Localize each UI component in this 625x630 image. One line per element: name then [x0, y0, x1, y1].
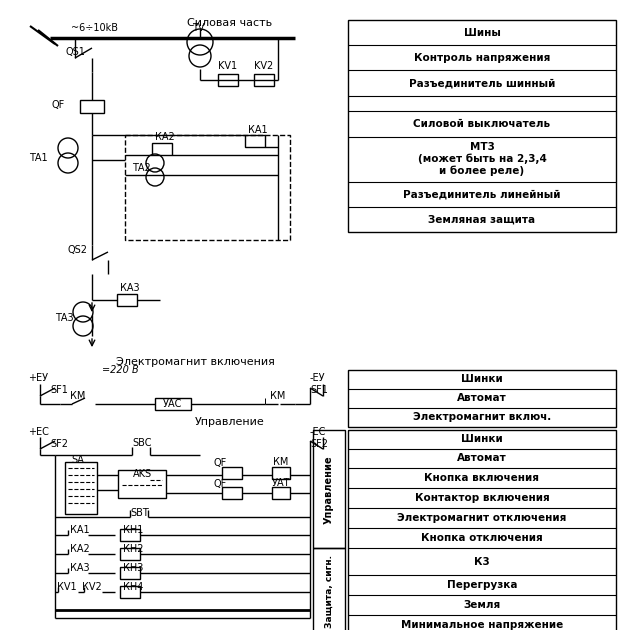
Bar [120, 567, 140, 579]
Bar [155, 398, 191, 410]
Text: КН1: КН1 [122, 525, 143, 535]
Text: ТА1: ТА1 [29, 153, 48, 163]
Text: Электромагнит отключения: Электромагнит отключения [398, 513, 567, 523]
Bar [118, 470, 166, 498]
Bar [65, 462, 97, 514]
Text: Автомат: Автомат [457, 454, 507, 463]
Text: Шинки: Шинки [461, 435, 503, 444]
Text: УАТ: УАТ [272, 478, 290, 488]
Text: QF: QF [213, 458, 226, 468]
Bar [125, 135, 290, 240]
Text: +ЕС: +ЕС [28, 427, 49, 437]
Text: QF: QF [52, 100, 65, 110]
Text: SF1: SF1 [310, 385, 328, 395]
Text: SBT: SBT [131, 508, 149, 518]
Text: ТА3: ТА3 [55, 313, 74, 323]
Bar [313, 549, 345, 630]
Text: Контактор включения: Контактор включения [414, 493, 549, 503]
Text: Шины: Шины [464, 28, 501, 38]
Text: КН2: КН2 [122, 544, 143, 554]
Text: КА2: КА2 [70, 544, 90, 554]
Bar [120, 548, 140, 560]
Bar [245, 135, 265, 147]
Text: ТА2: ТА2 [132, 163, 151, 173]
Text: ~6÷10kВ: ~6÷10kВ [71, 23, 119, 33]
Bar [254, 74, 274, 86]
Text: Шинки: Шинки [461, 374, 503, 384]
Text: КН3: КН3 [122, 563, 143, 573]
Bar [348, 370, 616, 427]
Bar [120, 529, 140, 541]
Text: SA: SA [71, 455, 84, 465]
Bar [348, 20, 616, 232]
Text: КН4: КН4 [122, 582, 143, 592]
Text: -ЕУ: -ЕУ [310, 373, 326, 383]
Bar [152, 143, 172, 155]
Text: Минимальное напряжение: Минимальное напряжение [401, 621, 563, 630]
Text: МТ3
(может быть на 2,3,4
и более реле): МТ3 (может быть на 2,3,4 и более реле) [418, 142, 546, 176]
Text: Кнопка включения: Кнопка включения [424, 473, 539, 483]
Bar [120, 586, 140, 598]
Text: Силовая часть: Силовая часть [188, 18, 272, 28]
Text: КА3: КА3 [120, 283, 139, 293]
Text: KV1: KV1 [219, 61, 238, 71]
Text: К3: К3 [474, 557, 490, 566]
Text: SBC: SBC [132, 438, 152, 448]
Bar [222, 487, 242, 499]
Text: +ЕУ: +ЕУ [28, 373, 48, 383]
Text: QS1: QS1 [65, 47, 85, 57]
Text: QS2: QS2 [68, 245, 88, 255]
Bar [272, 487, 290, 499]
Text: Управление: Управление [324, 455, 334, 524]
Text: КV2: КV2 [82, 582, 102, 592]
Text: КА1: КА1 [70, 525, 90, 535]
Text: КМ: КМ [270, 391, 286, 401]
Text: Защита, сигн.: Защита, сигн. [324, 556, 334, 628]
Text: УАС: УАС [163, 399, 182, 409]
Text: Земля: Земля [463, 600, 501, 610]
Bar [313, 430, 345, 549]
Text: Кнопка отключения: Кнопка отключения [421, 534, 543, 543]
Bar [222, 467, 242, 479]
Text: Перегрузка: Перегрузка [447, 580, 518, 590]
Text: Разъединитель линейный: Разъединитель линейный [403, 190, 561, 200]
Text: Электромагнит включения: Электромагнит включения [116, 357, 274, 367]
Text: Управление: Управление [195, 417, 265, 427]
Text: =220 В: =220 В [102, 365, 138, 375]
Text: Силовой выключатель: Силовой выключатель [414, 119, 551, 129]
Text: КМ: КМ [70, 391, 86, 401]
Text: Контроль напряжения: Контроль напряжения [414, 53, 550, 63]
Text: КА3: КА3 [70, 563, 90, 573]
Text: SF2: SF2 [50, 439, 68, 449]
Bar [117, 294, 137, 306]
Text: AKS: AKS [132, 469, 152, 479]
Bar [80, 100, 104, 113]
Bar [348, 430, 616, 630]
Text: КА2: КА2 [155, 132, 175, 142]
Text: SF1: SF1 [50, 385, 68, 395]
Text: КА1: КА1 [248, 125, 268, 135]
Text: Электромагнит включ.: Электромагнит включ. [413, 412, 551, 422]
Text: Автомат: Автомат [457, 393, 507, 403]
Text: КV1: КV1 [58, 582, 77, 592]
Text: Разъединитель шинный: Разъединитель шинный [409, 78, 555, 88]
Text: -ЕС: -ЕС [310, 427, 326, 437]
Text: KV2: KV2 [254, 61, 274, 71]
Text: QF: QF [213, 479, 226, 489]
Text: SF2: SF2 [310, 439, 328, 449]
Text: TV: TV [192, 23, 204, 33]
Bar [272, 467, 290, 479]
Text: Земляная защита: Земляная защита [429, 215, 536, 225]
Bar [218, 74, 238, 86]
Text: КМ: КМ [273, 457, 289, 467]
